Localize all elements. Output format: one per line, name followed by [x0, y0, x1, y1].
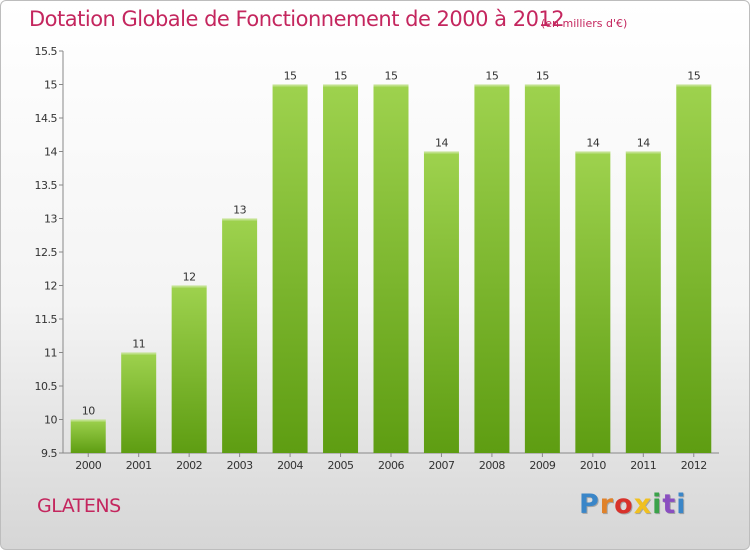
bar-highlight [373, 84, 409, 87]
bar-2012 [676, 84, 712, 453]
data-label: 14 [586, 137, 599, 150]
logo-letter: o [614, 489, 634, 520]
bar-highlight [575, 151, 611, 154]
data-label: 15 [687, 70, 700, 83]
x-tick-label: 2002 [176, 459, 202, 472]
bar-2006 [373, 84, 409, 453]
bar-2011 [625, 151, 661, 453]
bar-2008 [474, 84, 510, 453]
x-tick-label: 2004 [277, 459, 303, 472]
y-tick-label: 9.5 [41, 447, 57, 460]
y-tick-label: 11 [44, 347, 57, 360]
bar-2005 [323, 84, 359, 453]
data-label: 10 [82, 405, 95, 418]
bar-highlight [70, 419, 106, 422]
bar-2001 [121, 352, 157, 453]
x-tick-label: 2009 [529, 459, 555, 472]
y-tick-label: 13 [44, 213, 57, 226]
data-label: 15 [485, 70, 498, 83]
data-label: 13 [233, 204, 246, 217]
bar-highlight [676, 84, 712, 87]
y-tick-label: 11.5 [35, 313, 58, 326]
data-label: 15 [385, 70, 398, 83]
proxiti-logo: Proxiti [579, 489, 687, 520]
bar-2007 [423, 151, 459, 453]
y-tick-label: 14 [44, 146, 57, 159]
y-tick-label: 10.5 [35, 380, 58, 393]
bar-highlight [323, 84, 359, 87]
y-tick-label: 13.5 [35, 179, 58, 192]
bar-2009 [524, 84, 560, 453]
bar-highlight [524, 84, 560, 87]
y-tick-label: 12 [44, 280, 57, 293]
y-tick-label: 10 [44, 414, 57, 427]
bar-highlight [625, 151, 661, 154]
x-tick-label: 2005 [328, 459, 354, 472]
x-tick-label: 2006 [378, 459, 404, 472]
data-label: 14 [435, 137, 448, 150]
x-tick-label: 2001 [126, 459, 152, 472]
y-tick-label: 12.5 [35, 246, 58, 259]
data-label: 14 [637, 137, 650, 150]
data-label: 15 [536, 70, 549, 83]
bar-highlight [474, 84, 510, 87]
x-tick-label: 2011 [630, 459, 656, 472]
logo-letter: P [579, 489, 600, 520]
logo-letter: r [599, 489, 615, 520]
x-tick-label: 2008 [479, 459, 505, 472]
logo-letter: t [662, 489, 677, 520]
logo-letter: i [652, 489, 663, 520]
logo-letter: i [676, 489, 687, 520]
bar-highlight [272, 84, 308, 87]
x-tick-label: 2012 [681, 459, 707, 472]
x-tick-label: 2000 [75, 459, 101, 472]
axes: 9.5 10 10.5 11 11.5 12 12.5 13 13.5 14 14.5 15 15.5 2… [35, 45, 719, 472]
bar-highlight [423, 151, 459, 154]
bar-2003 [222, 218, 258, 453]
chart-title: Dotation Globale de Fonctionnement de 20… [29, 7, 565, 31]
commune-name: GLATENS [37, 495, 121, 517]
data-label: 15 [334, 70, 347, 83]
data-labels: 10 11 12 13 15 15 15 14 15 15 14 14 15 [82, 70, 702, 418]
x-tick-label: 2007 [428, 459, 454, 472]
bar-2004 [272, 84, 308, 453]
logo-letter: x [633, 489, 653, 520]
x-tick-label: 2010 [580, 459, 606, 472]
bar-highlight [171, 285, 207, 288]
bar-2002 [171, 285, 207, 453]
bar-2000 [70, 419, 106, 453]
data-label: 15 [284, 70, 297, 83]
chart-subtitle: (en milliers d'€) [541, 17, 628, 30]
bars [70, 84, 712, 453]
data-label: 11 [132, 338, 145, 351]
bar-highlight [222, 218, 258, 221]
bar-2010 [575, 151, 611, 453]
y-tick-label: 14.5 [35, 112, 58, 125]
x-tick-label: 2003 [227, 459, 253, 472]
y-tick-label: 15 [44, 79, 57, 92]
y-tick-label: 15.5 [35, 45, 58, 58]
bar-highlight [121, 352, 157, 355]
data-label: 12 [183, 271, 196, 284]
